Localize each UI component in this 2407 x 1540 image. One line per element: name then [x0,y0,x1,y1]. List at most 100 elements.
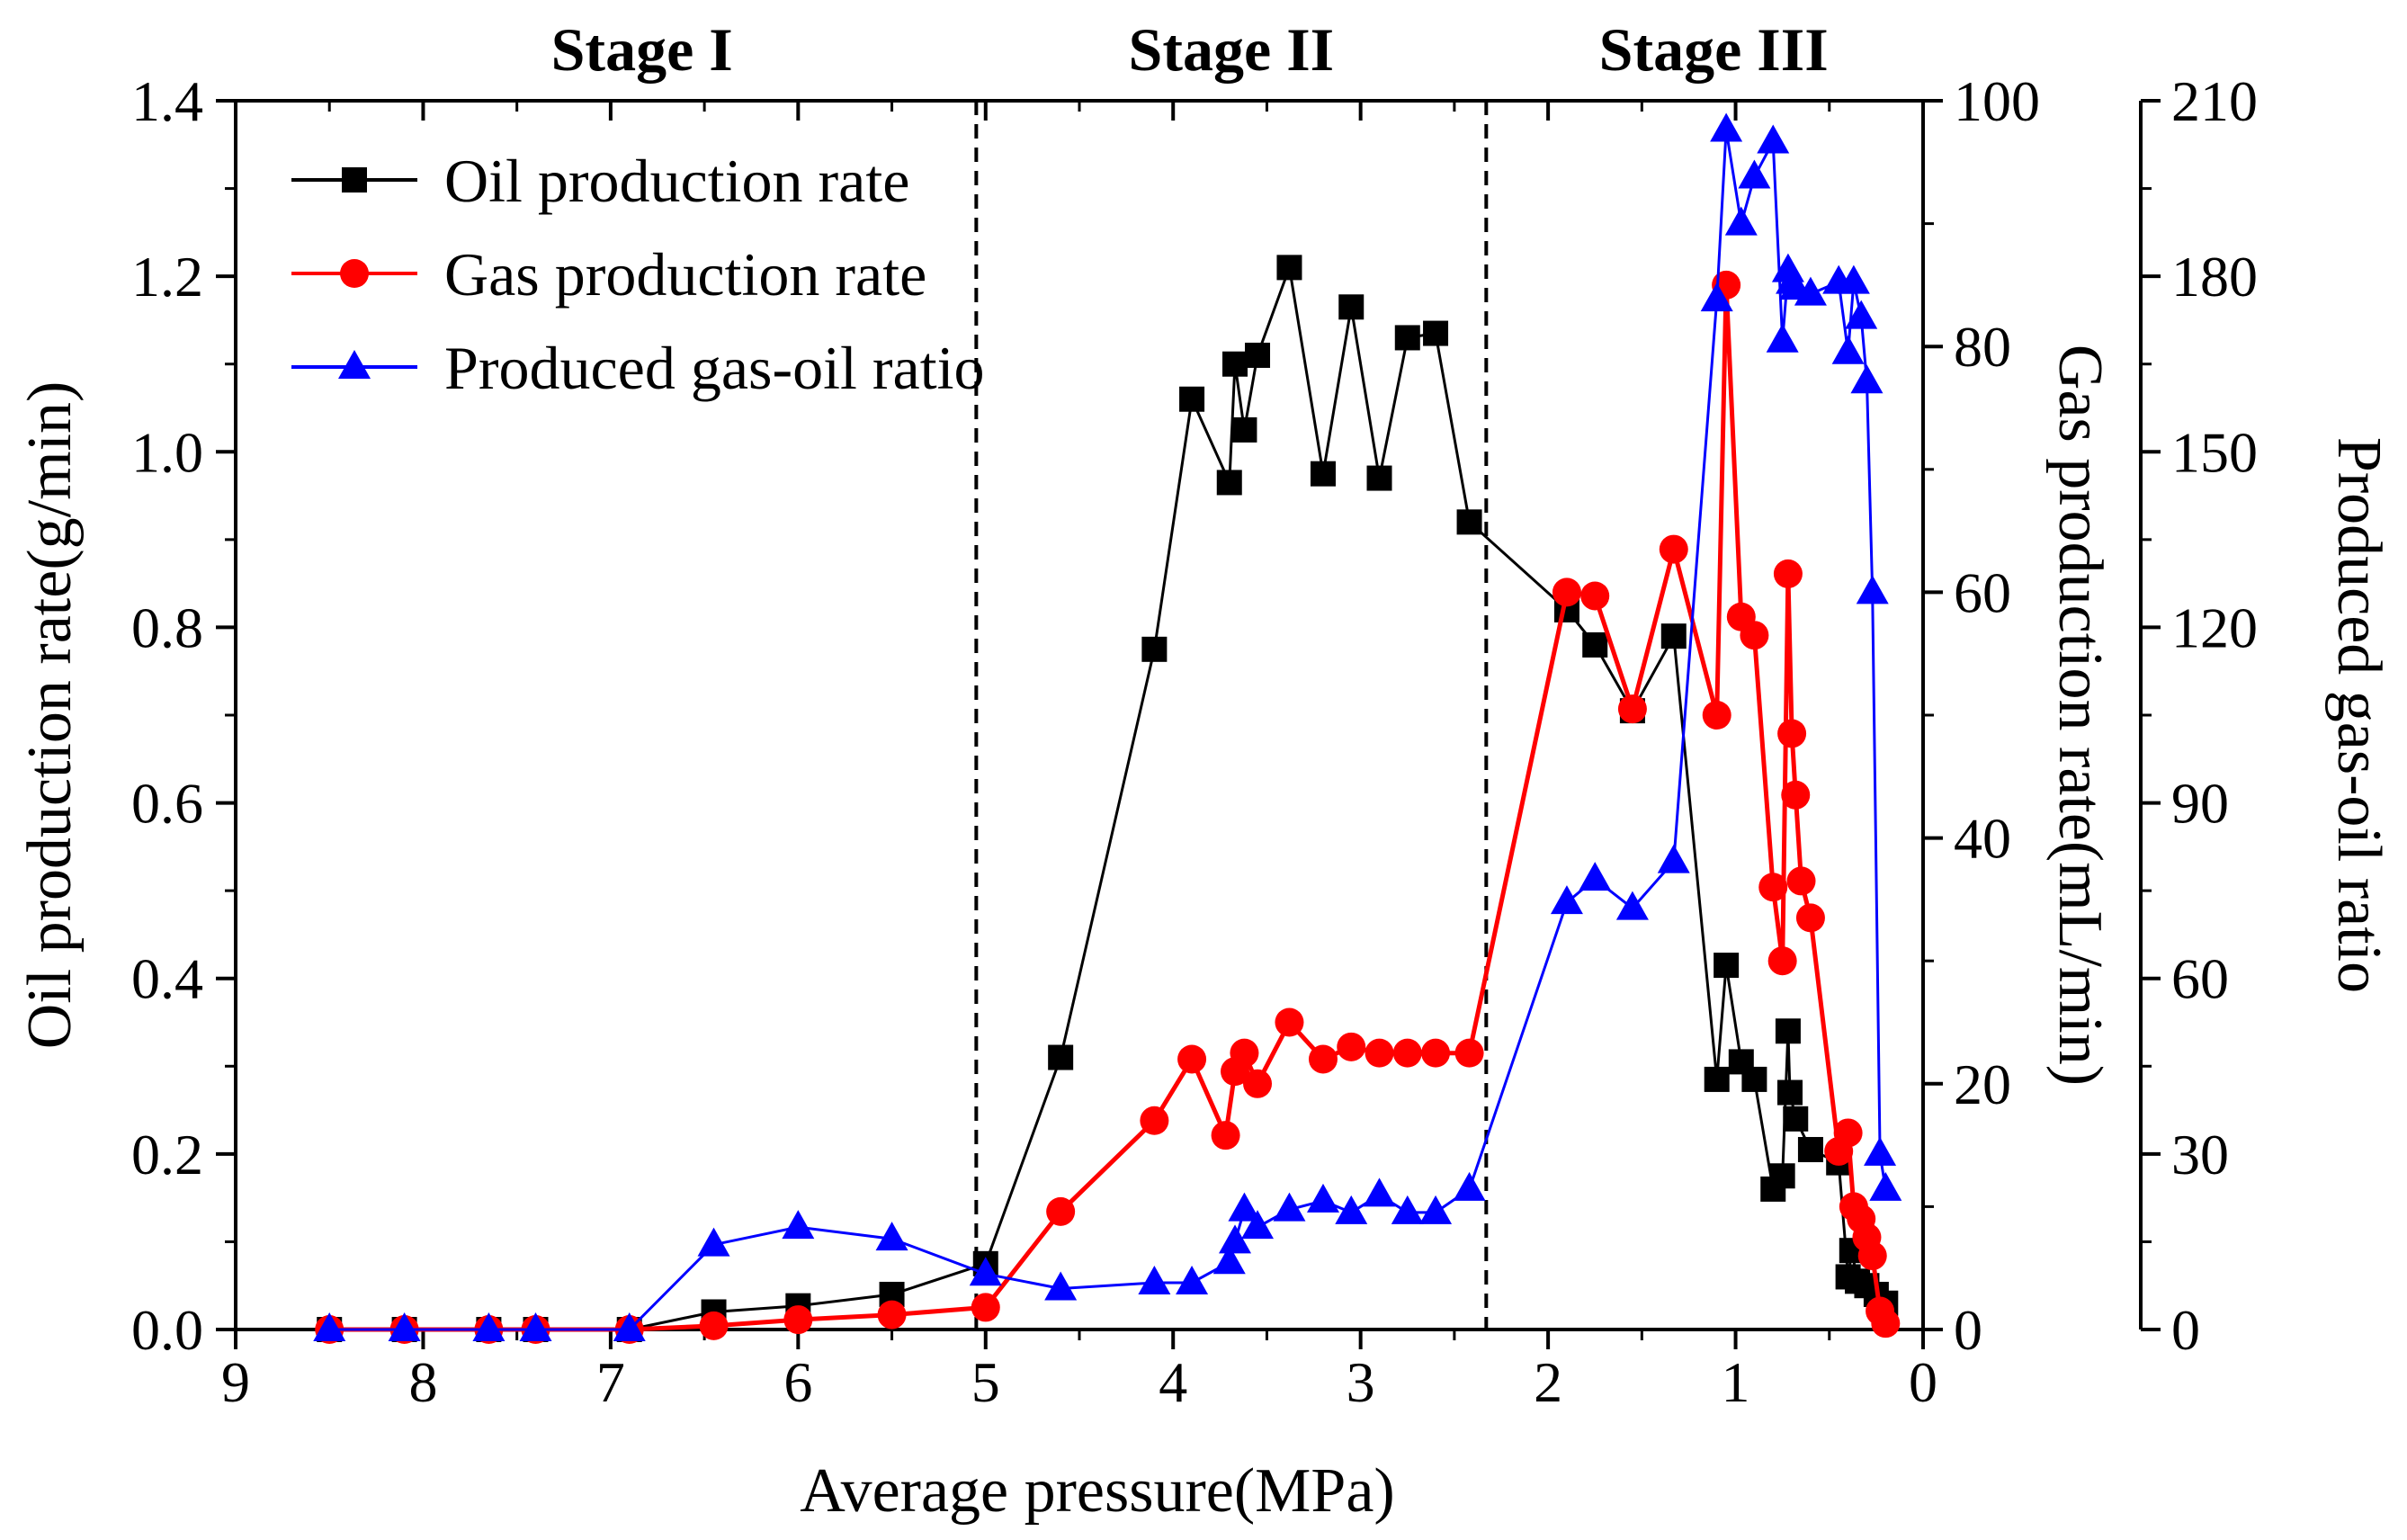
produced-gas-oil-ratio-point [1212,1245,1246,1275]
oil-production-rate-point [1222,351,1248,377]
produced-gas-oil-ratio-point [313,1312,346,1341]
produced-gas-oil-ratio-point [1837,264,1870,294]
gas-production-rate-point [1421,1038,1451,1068]
produced-gas-oil-ratio-point [1831,335,1865,364]
gas-production-rate-point [1230,1038,1259,1068]
gas-production-rate-point [1786,866,1816,896]
x-tick-label: 7 [596,1350,625,1414]
y-right1-tick-label: 0 [1954,1298,1982,1362]
gas-production-rate-point [1871,1309,1901,1339]
oil-production-rate-point [1714,953,1740,979]
gas-production-rate-point [1795,903,1825,933]
gas-production-rate-point [1617,694,1647,724]
oil-production-rate-point [1797,1136,1823,1162]
gas-production-rate-point [1580,581,1610,611]
produced-gas-oil-ratio-point [613,1312,646,1341]
oil-production-rate-point [1216,470,1242,496]
produced-gas-oil-ratio-series [313,112,1902,1341]
legend-marker [340,259,369,288]
y-right2-tick-label: 120 [2171,595,2258,659]
y-left-axis-title: Oil production rate(g/min) [15,381,85,1050]
gas-production-rate-point [1702,701,1731,730]
oil-production-rate-point [1394,325,1420,351]
produced-gas-oil-ratio-point [1850,364,1884,394]
y-right2-tick-label: 30 [2171,1123,2229,1186]
x-tick-label: 9 [221,1350,250,1414]
produced-gas-oil-ratio-point [1241,1210,1275,1240]
gas-production-rate-point [1659,534,1688,564]
stage-label: Stage III [1599,15,1829,84]
oil-production-rate-point [1310,461,1336,487]
y-left-tick-label: 0.4 [131,947,203,1011]
produced-gas-oil-ratio-point [472,1312,506,1341]
oil-production-rate-point [1276,255,1302,281]
y-right2-tick-label: 0 [2171,1298,2200,1362]
produced-gas-oil-ratio-point [1550,885,1583,915]
produced-gas-oil-ratio-point [519,1312,552,1341]
y-right1-tick-label: 60 [1954,560,2011,624]
x-tick-label: 5 [971,1350,1000,1414]
produced-gas-oil-ratio-point [1391,1195,1424,1224]
produced-gas-oil-ratio-point [875,1222,908,1251]
oil-production-rate-point [1777,1079,1803,1106]
produced-gas-oil-ratio-point [1453,1171,1486,1201]
oil-production-rate-point [1423,320,1449,346]
gas-production-rate-point [1046,1196,1076,1226]
oil-production-rate-point [1141,636,1168,662]
produced-gas-oil-ratio-point [1845,300,1878,329]
x-tick-label: 0 [1909,1350,1937,1414]
y-left-tick-label: 0.8 [131,595,203,659]
y-left-tick-label: 0.6 [131,772,203,836]
produced-gas-oil-ratio-point [1228,1192,1261,1222]
gas-production-rate-point [1781,780,1811,810]
produced-gas-oil-ratio-point [1138,1265,1171,1294]
gas-production-rate-point [1773,559,1803,588]
y-right1-tick-label: 40 [1954,807,2011,871]
y-right1-tick-label: 20 [1954,1052,2011,1116]
x-axis-title: Average pressure(MPa) [800,1456,1394,1526]
gas-production-rate-point [1308,1044,1338,1074]
produced-gas-oil-ratio-point [1657,844,1690,873]
produced-gas-oil-ratio-point [1710,112,1743,142]
gas-production-rate-point [1740,621,1769,650]
legend-marker [342,167,367,192]
produced-gas-oil-ratio-point [782,1210,815,1240]
produced-gas-oil-ratio-point [1335,1195,1368,1224]
y-left-tick-label: 1.4 [131,69,203,133]
y-right2-tick-label: 60 [2171,947,2229,1011]
legend-label: Gas production rate [444,240,926,309]
gas-production-rate-point [1758,873,1788,902]
gas-production-rate-point [971,1293,1000,1322]
produced-gas-oil-ratio-point [1273,1192,1306,1222]
oil-production-rate-point [1231,416,1257,443]
oil-production-rate-point [1704,1066,1730,1092]
gas-production-rate-point [877,1300,907,1330]
oil-production-rate-point [1456,509,1482,535]
produced-gas-oil-ratio-point [1615,891,1649,920]
legend-marker [338,350,371,379]
y-right1-tick-label: 80 [1954,315,2011,379]
oil-production-rate-point [1741,1066,1767,1092]
y-left-tick-label: 1.2 [131,245,203,309]
y-right2-tick-label: 210 [2171,69,2258,133]
x-tick-label: 8 [408,1350,437,1414]
oil-production-rate-point [1048,1044,1074,1070]
oil-production-rate-point [1338,294,1365,320]
x-tick-label: 1 [1722,1350,1750,1414]
y-left-tick-label: 0.2 [131,1123,203,1186]
gas-production-rate-point [1857,1241,1887,1271]
oil-production-rate-point [1245,342,1271,368]
y-right2-tick-label: 180 [2171,245,2258,309]
gas-production-rate-point [1454,1038,1484,1068]
y-left-tick-label: 1.0 [131,420,203,484]
gas-production-rate-point [783,1305,813,1335]
stage-label: Stage I [551,15,733,84]
produced-gas-oil-ratio-point [1766,323,1799,353]
produced-gas-oil-ratio-point [1724,206,1758,236]
oil-production-rate-point [1179,386,1205,412]
oil-production-rate-point [1660,623,1687,649]
oil-production-rate-point [1582,631,1608,658]
y-right2-tick-label: 150 [2171,420,2258,484]
